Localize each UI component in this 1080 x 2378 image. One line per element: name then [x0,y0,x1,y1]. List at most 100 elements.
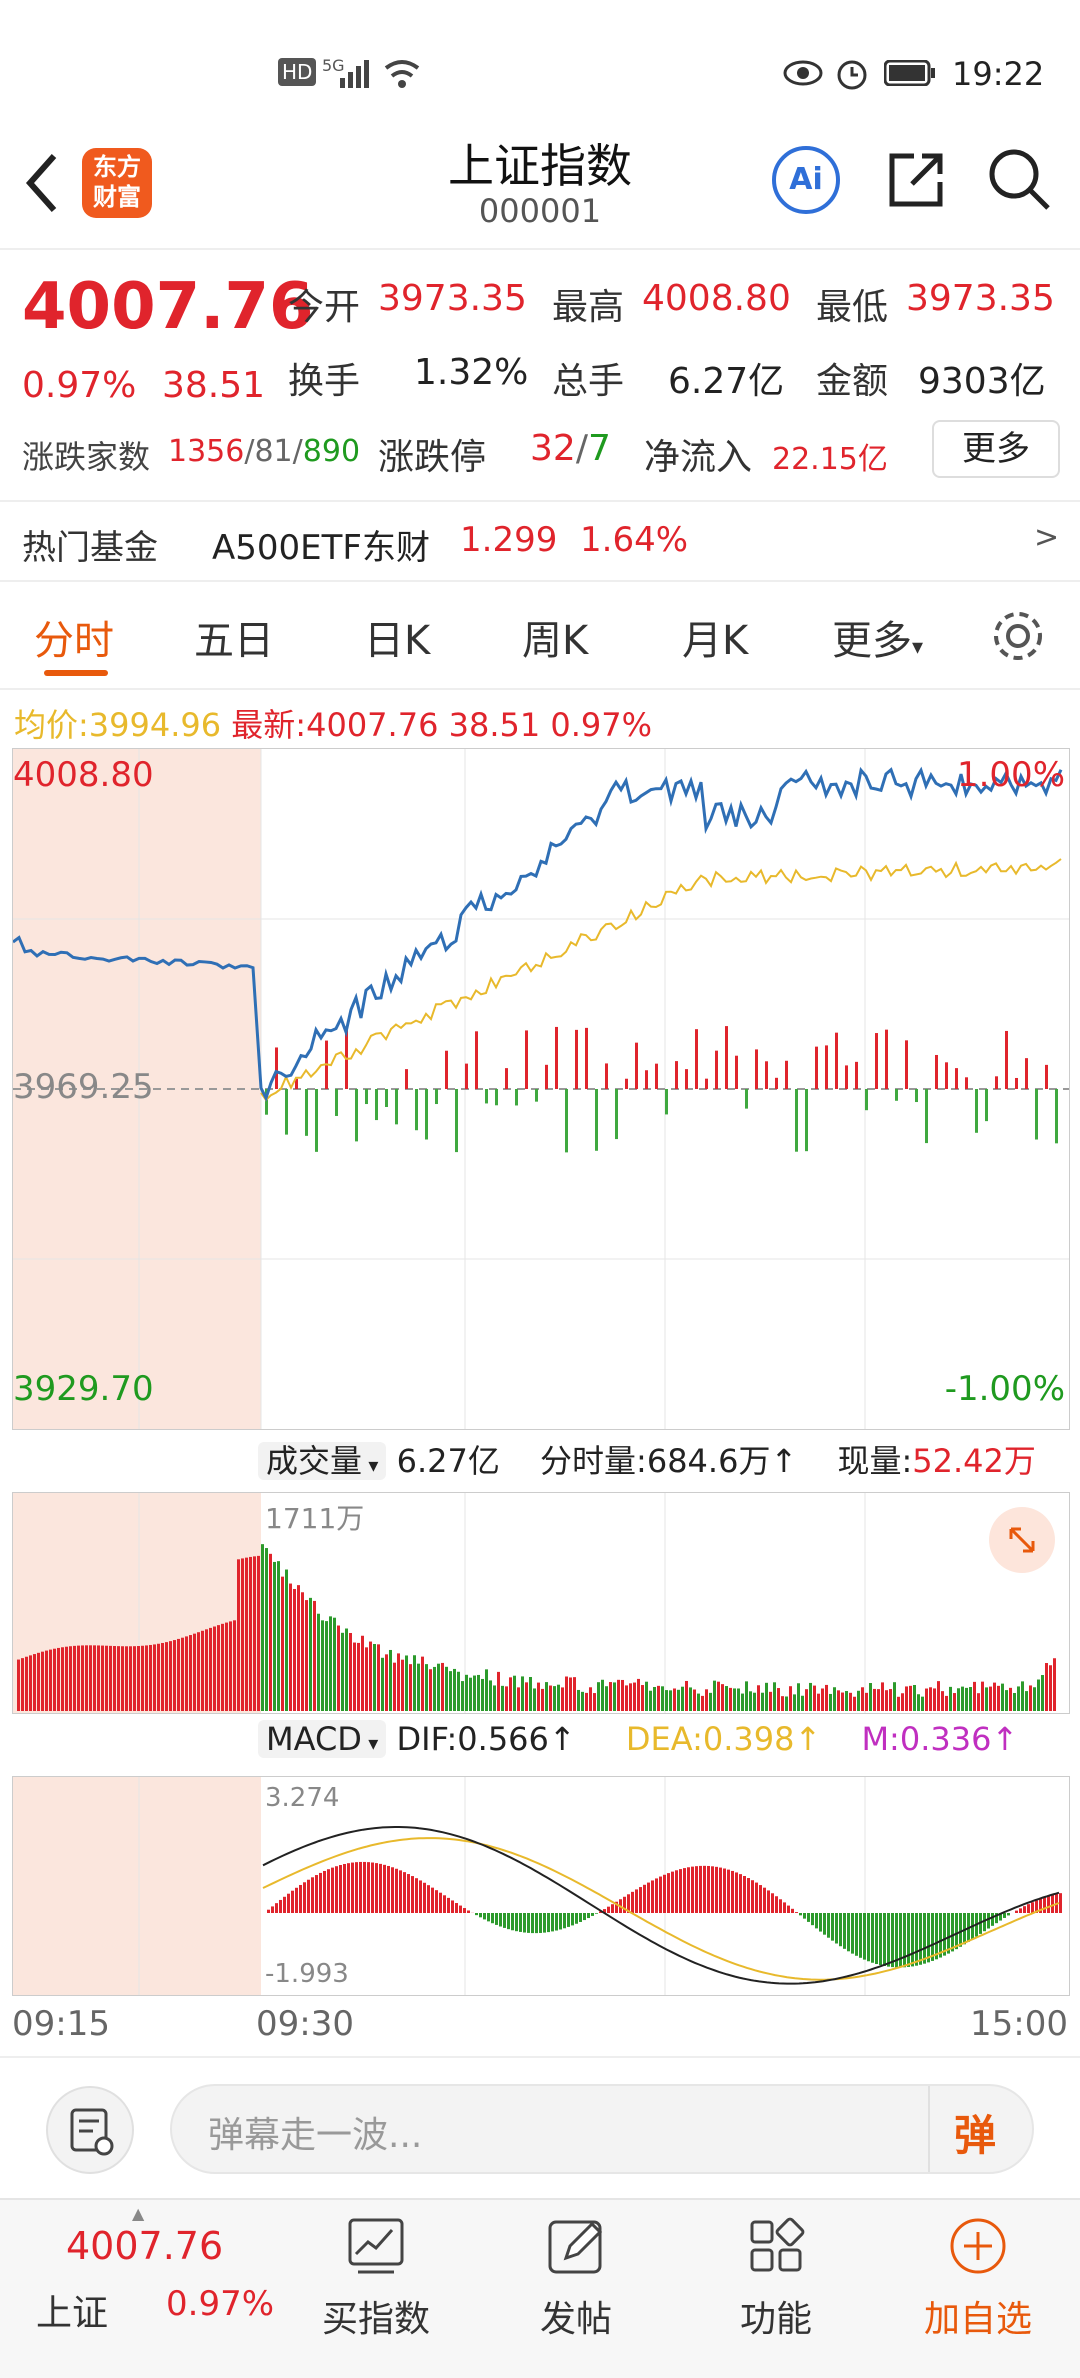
macd-histogram-bar [851,1913,854,1954]
intraday-volume-bar [885,1030,888,1089]
macd-histogram-bar [379,1864,382,1913]
macd-histogram-bar [499,1913,502,1926]
volume-bar [1033,1687,1036,1711]
macd-histogram-bar [339,1865,342,1913]
macd-histogram-bar [315,1875,318,1913]
macd-histogram-bar [647,1883,650,1913]
share-icon[interactable] [884,148,948,212]
volume-bar [389,1650,392,1711]
settings-gear-icon[interactable] [990,608,1046,664]
expand-button[interactable] [989,1507,1055,1573]
volume-bar [161,1643,164,1711]
intraday-volume-bar [945,1062,948,1089]
volume-bar [1025,1691,1028,1711]
volume-bar [409,1664,412,1711]
low-value: 3973.35 [906,278,1055,319]
volume-bar [481,1679,484,1711]
more-quote-button[interactable]: 更多 [932,420,1060,478]
macd-histogram-bar [475,1913,478,1915]
volume-bar [597,1682,600,1711]
intraday-volume-bar [635,1043,638,1089]
add-watchlist-button[interactable]: 加自选 [876,2200,1080,2378]
buy-index-button[interactable]: 买指数 [276,2200,476,2378]
index-summary[interactable]: ▲ 4007.76 上证 0.97% [0,2200,270,2378]
tab-monthly-k[interactable]: 月K [682,608,748,666]
volume-bar [261,1544,264,1711]
tab-weekly-k[interactable]: 周K [522,608,588,666]
intraday-volume-bar [755,1049,758,1089]
volume-bar [109,1646,112,1711]
volume-bar [965,1688,968,1711]
macd-histogram-bar [943,1913,946,1956]
ai-assistant-button[interactable]: Ai [772,146,840,214]
macd-histogram-bar [939,1913,942,1958]
macd-histogram-bar [387,1866,390,1913]
volume-bar [729,1688,732,1711]
intraday-volume-bar [405,1069,408,1089]
volume-selector[interactable]: 成交量 ▾ [258,1442,386,1480]
intraday-volume-bar [995,1076,998,1089]
divider [0,580,1080,582]
volume-bar [57,1648,60,1711]
volume-chart[interactable]: 1711万 [12,1492,1070,1714]
volume-bar [53,1649,56,1711]
indicator-selector[interactable]: MACD ▾ [258,1720,386,1758]
volume-bar [329,1616,332,1711]
macd-histogram-bar [591,1913,594,1916]
intraday-volume-bar [785,1061,788,1089]
functions-button[interactable]: 功能 [676,2200,876,2378]
macd-histogram-bar [855,1913,858,1956]
volume-bar [805,1689,808,1711]
macd-histogram-bar [559,1913,562,1929]
volume-value: 6.27亿 [668,352,784,404]
volume-bar [857,1691,860,1711]
macd-chart[interactable]: 3.274 -1.993 [12,1776,1070,1996]
hot-fund-price: 1.299 [460,520,557,560]
high-label: 最高 [552,278,624,330]
intraday-chart[interactable]: 4008.80 3969.25 3929.70 1.00% -1.00% [12,748,1070,1430]
macd-histogram-bar [579,1913,582,1922]
volume-bar [917,1694,920,1711]
tab-intraday[interactable]: 分时 [34,608,114,666]
volume-bar [937,1681,940,1711]
tab-five-day[interactable]: 五日 [194,608,274,666]
volume-bar [585,1693,588,1711]
volume-bar [969,1687,972,1711]
danmaku-input-container[interactable]: 弹幕走一波... 弹 [170,2084,1034,2174]
intraday-volume-bar [365,1089,368,1104]
macd-histogram-bar [923,1913,926,1964]
intraday-volume-bar [275,1047,278,1089]
danmaku-input[interactable]: 弹幕走一波... [208,2106,422,2158]
macd-histogram-bar [307,1880,310,1913]
volume-bar [897,1697,900,1711]
tab-more[interactable]: 更多▾ [832,608,923,666]
volume-bar [513,1676,516,1711]
volume-bar [953,1693,956,1711]
intraday-volume-bar [775,1078,778,1089]
search-icon[interactable] [986,146,1052,212]
macd-histogram-bar [915,1913,918,1966]
intraday-volume-bar [415,1089,418,1130]
intraday-volume-bar [335,1089,338,1116]
limit-label: 涨跌停 [378,428,486,480]
arrow-up-icon: ↑ [549,1720,576,1758]
danmaku-send-button[interactable]: 弹 [954,2102,996,2163]
intraday-volume-bar [1055,1089,1058,1143]
hot-fund-row[interactable]: 热门基金 A500ETF东财 1.299 1.64% > [0,502,1080,580]
tab-daily-k[interactable]: 日K [364,608,430,666]
volume-bar [377,1644,380,1711]
arrow-up-icon: ↑ [770,1442,797,1480]
nav-index-name: 上证 [36,2284,108,2336]
macd-histogram-bar [503,1913,506,1928]
volume-bar [553,1686,556,1711]
macd-histogram-bar [907,1913,910,1967]
intraday-volume-bar [685,1069,688,1089]
post-button[interactable]: 发帖 [476,2200,676,2378]
macd-histogram-bar [1027,1904,1030,1913]
volume-bar [761,1693,764,1711]
danmaku-settings-button[interactable] [46,2086,134,2174]
volume-bar [521,1676,524,1711]
volume-bar [997,1686,1000,1711]
volume-bar [337,1626,340,1711]
volume-bar [197,1632,200,1711]
